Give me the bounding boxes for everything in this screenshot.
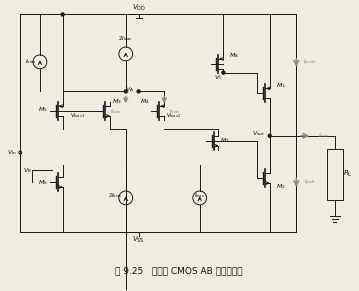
Circle shape [268, 134, 271, 137]
Text: $V_{\rm out}$: $V_{\rm out}$ [252, 129, 266, 138]
Text: $V_{\rm bias2}$: $V_{\rm bias2}$ [165, 111, 181, 120]
Circle shape [61, 13, 64, 16]
Text: $I_{\rm bias}$: $I_{\rm bias}$ [194, 191, 205, 200]
Text: $2I_{\rm bias}$: $2I_{\rm bias}$ [118, 34, 133, 42]
Text: 图 9.25   实际的 CMOS AB 级输出电路: 图 9.25 实际的 CMOS AB 级输出电路 [115, 266, 243, 275]
Text: $M_2$: $M_2$ [276, 182, 285, 191]
Bar [327, 149, 343, 200]
Text: $M_5$: $M_5$ [38, 105, 48, 113]
Text: $V_{\rm DD}$: $V_{\rm DD}$ [131, 2, 146, 13]
Text: $M_8$: $M_8$ [229, 52, 239, 60]
Text: $V_{\rm B}$: $V_{\rm B}$ [23, 166, 32, 175]
Text: $V_{\rm in}$: $V_{\rm in}$ [8, 148, 17, 157]
Text: $I_{\rm bias}$: $I_{\rm bias}$ [25, 57, 36, 66]
Text: $2I_{\rm bias}$: $2I_{\rm bias}$ [108, 191, 122, 200]
Text: $I_{\rm push}$: $I_{\rm push}$ [303, 58, 317, 68]
Text: $M_1$: $M_1$ [276, 81, 285, 90]
Text: $V_{\rm C}$: $V_{\rm C}$ [214, 73, 223, 82]
Text: $I_{\rm bias}$: $I_{\rm bias}$ [111, 107, 122, 116]
Text: $R_{\rm L}$: $R_{\rm L}$ [343, 169, 353, 179]
Circle shape [124, 90, 127, 93]
Text: $I_{\rm bias}$: $I_{\rm bias}$ [169, 107, 181, 116]
Text: $V_{\rm SS}$: $V_{\rm SS}$ [132, 235, 145, 245]
Text: $M_4$: $M_4$ [140, 97, 149, 106]
Text: $M_7$: $M_7$ [220, 136, 230, 145]
Circle shape [222, 71, 225, 74]
Text: $V_{\rm bias1}$: $V_{\rm bias1}$ [70, 111, 85, 120]
Text: $V_{\rm A}$: $V_{\rm A}$ [125, 85, 135, 94]
Text: $M_3$: $M_3$ [112, 97, 122, 106]
Text: $M_6$: $M_6$ [38, 178, 48, 187]
Text: $I_{\rm pull}$: $I_{\rm pull}$ [304, 178, 316, 188]
Text: $I_{\rm out}$: $I_{\rm out}$ [318, 131, 329, 140]
Circle shape [137, 90, 140, 93]
